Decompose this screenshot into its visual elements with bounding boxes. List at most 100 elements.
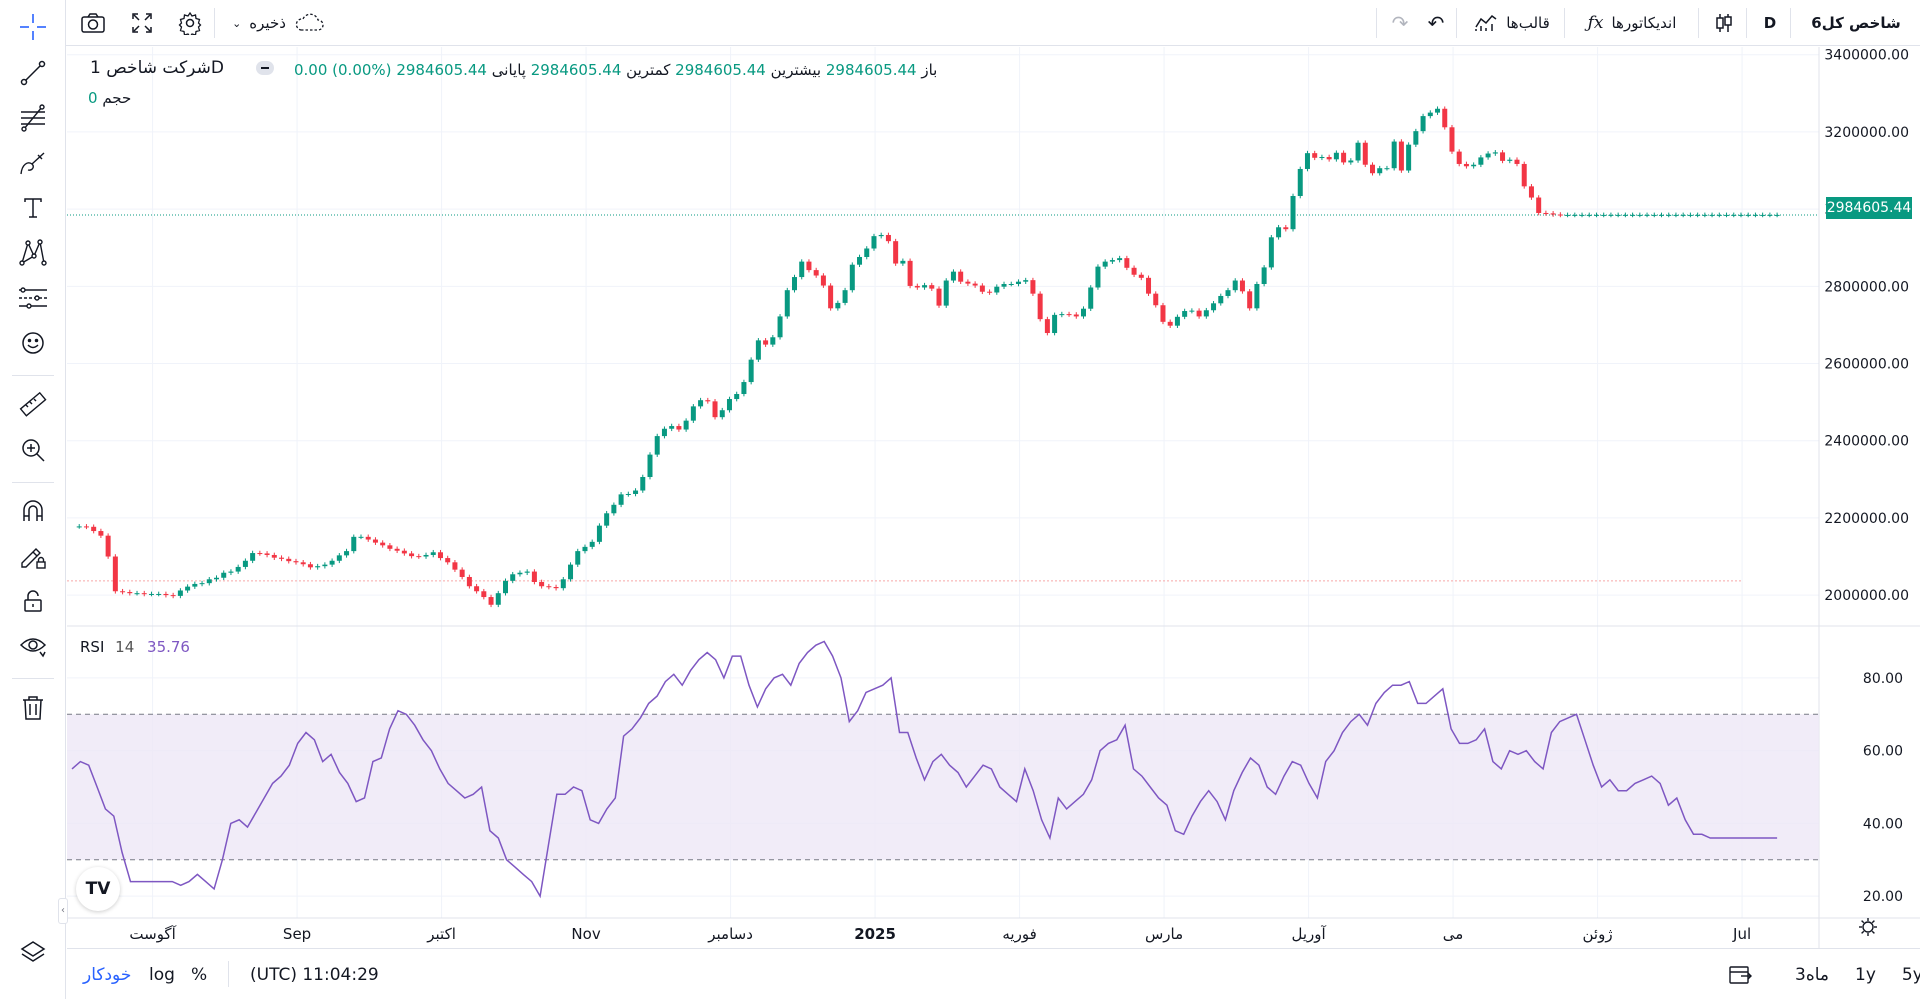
undo-button[interactable]: ↶ xyxy=(1418,0,1454,46)
time-tick-label: 2025 xyxy=(854,925,896,943)
candle xyxy=(1283,227,1289,230)
candle xyxy=(878,234,884,237)
crosshair-tool[interactable] xyxy=(13,7,53,47)
candle xyxy=(640,477,646,491)
forecast-tool[interactable] xyxy=(13,278,53,318)
divider xyxy=(12,375,54,376)
candle xyxy=(1442,108,1448,128)
candle xyxy=(1167,321,1173,326)
rsi-name[interactable]: RSI xyxy=(80,638,105,656)
emoji-tool[interactable] xyxy=(13,323,53,363)
candle xyxy=(351,536,357,552)
range-5y[interactable]: 5y xyxy=(1901,964,1920,985)
candle xyxy=(1601,214,1607,216)
candle xyxy=(170,595,176,597)
time-tick-label: مارس xyxy=(1145,925,1183,943)
candle xyxy=(1774,214,1780,216)
candle xyxy=(1174,316,1180,326)
settings-gear-corner[interactable] xyxy=(1859,918,1877,936)
candle xyxy=(1485,153,1491,158)
percent-scale-button[interactable]: % xyxy=(191,964,208,985)
candle xyxy=(1673,214,1679,216)
candle xyxy=(539,581,545,587)
price-axis[interactable]: 3400000.003200000.003000000.002800000.00… xyxy=(1824,48,1909,604)
tradingview-logo[interactable]: TV xyxy=(76,867,120,911)
candle xyxy=(1341,152,1347,163)
rsi-axis[interactable]: 80.00 60.00 40.00 20.00 xyxy=(1863,671,1903,905)
candle xyxy=(1001,284,1007,287)
candle xyxy=(950,271,956,281)
eye-icon xyxy=(19,638,47,658)
candle xyxy=(1247,291,1253,309)
object-tree-button[interactable] xyxy=(13,932,53,972)
magnet-tool[interactable] xyxy=(13,491,53,531)
candle xyxy=(1319,157,1325,159)
zoom-tool[interactable] xyxy=(13,430,53,470)
candle xyxy=(488,597,494,605)
candle xyxy=(1326,157,1332,160)
auto-scale-button[interactable]: خودکار xyxy=(83,964,132,985)
symbol-search-button[interactable]: شاخص کل6 xyxy=(1811,14,1901,32)
range-3m[interactable]: 3ماه xyxy=(1795,964,1830,985)
price-tick-label: 3200000.00 xyxy=(1824,125,1909,141)
pattern-tool[interactable] xyxy=(13,233,53,273)
date-range-icon xyxy=(1729,965,1752,984)
interval-button[interactable]: D xyxy=(1763,14,1777,32)
candle xyxy=(1182,311,1188,317)
price-tick-label: 2200000.00 xyxy=(1824,511,1909,527)
cloud-icon xyxy=(295,13,324,31)
remove-drawings-tool[interactable] xyxy=(13,688,53,728)
fib-tool[interactable] xyxy=(13,98,53,138)
templates-button[interactable]: قالب‌ها xyxy=(1462,0,1562,46)
candle xyxy=(1370,164,1375,174)
save-button[interactable]: ⌄ ذخیره xyxy=(228,0,328,46)
volume-label: حجم xyxy=(102,89,132,107)
candle xyxy=(900,260,906,264)
snapshot-button[interactable] xyxy=(73,0,113,46)
open-label: باز xyxy=(921,61,938,79)
settings-button[interactable] xyxy=(170,0,210,46)
left-drawing-toolbar xyxy=(0,0,66,999)
chart-area[interactable]: 3400000.003200000.003000000.002800000.00… xyxy=(67,47,1920,948)
magnet-icon xyxy=(23,500,43,521)
candle xyxy=(1153,293,1159,306)
candle xyxy=(1160,305,1166,322)
rsi-value: 35.76 xyxy=(147,638,190,656)
candle xyxy=(1232,280,1238,291)
high-label: بیشترین xyxy=(770,61,822,79)
fullscreen-button[interactable] xyxy=(122,0,162,46)
candle xyxy=(228,571,234,573)
measure-tool[interactable] xyxy=(13,385,53,425)
compare-range-button[interactable] xyxy=(1727,949,1753,999)
candle xyxy=(1268,237,1274,268)
chart-type-button[interactable] xyxy=(1704,0,1744,46)
candle xyxy=(1398,141,1404,171)
candle xyxy=(965,281,971,284)
candle xyxy=(806,261,812,271)
collapse-pane-handle[interactable]: ‹ xyxy=(58,898,68,924)
candle xyxy=(1088,287,1094,309)
trendline-tool[interactable] xyxy=(13,53,53,93)
range-1y[interactable]: 1y xyxy=(1855,964,1876,985)
zoom-icon xyxy=(22,439,45,462)
lock-all-tool[interactable] xyxy=(13,581,53,621)
text-tool[interactable] xyxy=(13,188,53,228)
candle xyxy=(1109,260,1115,262)
candle xyxy=(141,593,147,595)
gear-icon xyxy=(178,11,202,35)
hide-tool[interactable] xyxy=(13,626,53,666)
lock-drawings-tool[interactable] xyxy=(13,536,53,576)
log-scale-button[interactable]: log xyxy=(149,964,175,985)
rsi-tick-label: 40.00 xyxy=(1863,816,1903,832)
legend-collapse-button[interactable] xyxy=(256,61,274,75)
legend-title[interactable]: شرکت شاخص xyxy=(106,58,211,78)
candle xyxy=(712,401,718,418)
candle xyxy=(452,562,458,570)
redo-button[interactable]: ↷ xyxy=(1382,0,1418,46)
indicators-button[interactable]: ƒx اندیکاتورها xyxy=(1568,0,1696,46)
timezone-clock[interactable]: (UTC) 11:04:29 xyxy=(250,964,379,985)
brush-tool[interactable] xyxy=(13,143,53,183)
time-axis[interactable]: آگوست Sep اکتبر Nov دسامبر 2025 فوریه مارس آوریل… xyxy=(129,925,1751,943)
candle xyxy=(1030,280,1036,294)
rsi-tick-label: 20.00 xyxy=(1863,889,1903,905)
